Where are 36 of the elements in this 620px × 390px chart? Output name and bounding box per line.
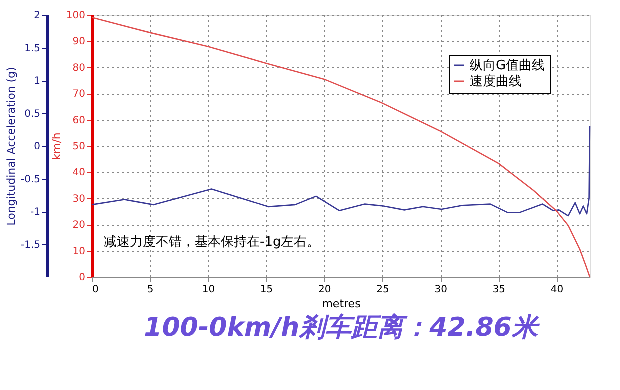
text: 100-0km/h剎车距离：42.86米 [144, 313, 541, 343]
y-tick-label: 70 [72, 89, 86, 100]
y2-tick-label: 0.5 [24, 108, 40, 120]
y2-tick-label: 1 [34, 76, 40, 87]
y-tick-label: 60 [72, 115, 86, 126]
x-tick-label: 10 [202, 284, 216, 296]
x-tick-label: 30 [434, 284, 448, 296]
y2-tick-label: 2 [34, 10, 40, 22]
y-tick-label: 90 [72, 36, 86, 48]
y2-tick-label: 0 [34, 142, 40, 152]
x-tick-label: 0 [92, 284, 99, 296]
x-tick-label: 5 [147, 284, 154, 296]
x-tick-label: 15 [260, 284, 274, 296]
y2-tick-label: -1 [30, 207, 40, 218]
y-tick-label: 20 [72, 220, 86, 232]
x-tick-label: 40 [550, 284, 564, 296]
annotation: 减速力度不错，基本保持在-1g左右。 [104, 234, 320, 250]
y-tick-label: 40 [72, 168, 86, 179]
y-tick-label: 100 [66, 10, 86, 22]
y-tick-label: 30 [72, 194, 86, 205]
x-tick-label: 20 [318, 284, 332, 296]
y-tick-label: 80 [72, 62, 86, 74]
legend-label: 速度曲线 [470, 74, 522, 90]
y2-tick-label: 1.5 [24, 43, 40, 54]
line-series [91, 126, 591, 217]
x-tick-label: 25 [376, 284, 390, 296]
legend-label: 纵向G值曲线 [470, 58, 546, 74]
x-axis-title: metres [322, 298, 362, 310]
y-tick-label: 0 [79, 272, 86, 284]
y-tick-label: 10 [72, 246, 86, 258]
y-axis-title: km/h [50, 132, 64, 160]
y2-axis-title: Longitudinal Acceleration (g) [4, 67, 18, 226]
y2-tick-label: -1.5 [20, 240, 40, 251]
y-tick-label: 50 [72, 142, 86, 152]
x-tick-label: 35 [492, 284, 506, 296]
y2-tick-label: -0.5 [20, 174, 40, 186]
